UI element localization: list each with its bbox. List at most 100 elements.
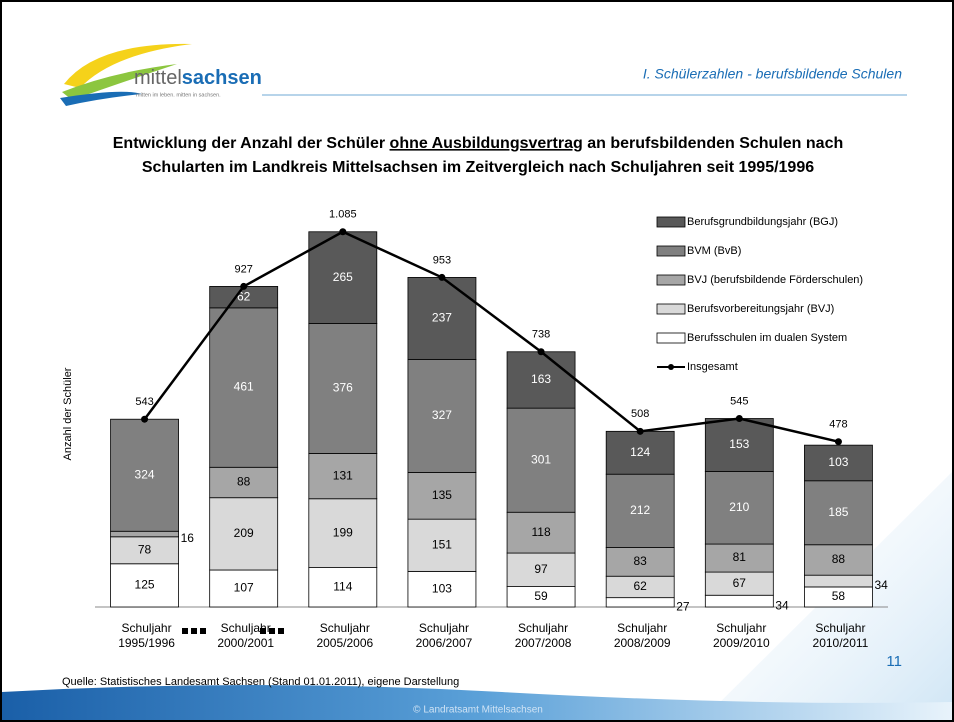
x-tick-label: Schuljahr 1995/1996 bbox=[118, 621, 175, 650]
bar-segment bbox=[605, 473, 675, 548]
total-label: 508 bbox=[631, 408, 649, 420]
value-label: 67 bbox=[733, 576, 747, 590]
legend-swatch bbox=[656, 332, 686, 344]
value-label: 461 bbox=[234, 380, 254, 394]
y-axis-label: Anzahl der Schüler bbox=[62, 367, 74, 460]
value-label: 124 bbox=[630, 445, 650, 459]
bar-segment bbox=[209, 307, 279, 468]
total-label: 1.085 bbox=[329, 209, 357, 221]
footer-band bbox=[2, 685, 952, 720]
total-point bbox=[834, 438, 842, 446]
legend-label: BVJ (berufsbildende Förderschulen) bbox=[687, 274, 863, 286]
value-label: 163 bbox=[531, 372, 551, 386]
value-label: 114 bbox=[333, 579, 352, 593]
bar-segment bbox=[704, 471, 774, 545]
value-label: 376 bbox=[333, 381, 353, 395]
value-label: 16 bbox=[181, 531, 195, 545]
legend-swatch bbox=[656, 303, 686, 315]
legend-label: Insgesamt bbox=[687, 361, 738, 373]
total-label: 478 bbox=[829, 419, 847, 431]
value-label: 88 bbox=[237, 475, 251, 489]
legend-label: Berufsvorbereitungsjahr (BVJ) bbox=[687, 303, 834, 315]
total-point bbox=[240, 282, 248, 290]
legend-marker bbox=[668, 364, 674, 370]
x-tick-label: Schuljahr 2008/2009 bbox=[613, 621, 671, 650]
legend-label: BVM (BvB) bbox=[687, 245, 741, 257]
bar-segment bbox=[605, 547, 675, 577]
value-label: 212 bbox=[630, 503, 650, 517]
title-part: an berufsbildenden Schulen nach bbox=[583, 135, 843, 152]
value-label: 131 bbox=[333, 468, 353, 482]
value-label: 324 bbox=[135, 467, 155, 481]
bar-segment bbox=[804, 480, 873, 546]
value-label: 327 bbox=[432, 408, 452, 422]
total-label: 953 bbox=[433, 254, 451, 266]
section-title: I. Schülerzahlen - berufsbildende Schule… bbox=[643, 66, 902, 82]
bar-segment bbox=[605, 597, 675, 608]
value-label: 153 bbox=[729, 437, 749, 451]
page-number: 11 bbox=[886, 653, 902, 670]
legend-swatch bbox=[656, 216, 686, 228]
value-label: 27 bbox=[676, 600, 690, 614]
value-label: 103 bbox=[432, 581, 452, 595]
x-tick-label: Schuljahr 2000/2001 bbox=[217, 621, 275, 650]
title-part: ohne Ausbildungsvertrag bbox=[390, 135, 583, 152]
legend-swatch bbox=[656, 245, 686, 257]
value-label: 135 bbox=[432, 488, 452, 502]
value-label: 103 bbox=[828, 455, 848, 469]
legend-label: Berufsgrundbildungsjahr (BGJ) bbox=[687, 216, 838, 228]
value-label: 151 bbox=[432, 537, 452, 551]
total-point bbox=[636, 427, 644, 435]
value-label: 81 bbox=[733, 550, 747, 564]
value-label: 107 bbox=[234, 581, 254, 595]
total-point bbox=[735, 415, 743, 423]
value-label: 265 bbox=[333, 270, 353, 284]
logo-part: sachsen bbox=[182, 67, 262, 89]
x-tick-label: Schuljahr 2007/2008 bbox=[514, 621, 572, 650]
value-label: 209 bbox=[234, 526, 254, 540]
value-label: 199 bbox=[333, 525, 353, 539]
bar-segment bbox=[407, 277, 477, 360]
bar-segment bbox=[308, 453, 378, 500]
value-label: 118 bbox=[531, 525, 550, 539]
value-label: 237 bbox=[432, 311, 452, 325]
value-label: 58 bbox=[832, 589, 846, 603]
bar-segment bbox=[407, 518, 477, 572]
bar-segment bbox=[308, 323, 378, 454]
bar-segment bbox=[804, 444, 873, 482]
legend-swatch bbox=[656, 274, 686, 286]
x-tick-label: Schuljahr 2010/2011 bbox=[812, 621, 869, 650]
x-tick-label: Schuljahr 2009/2010 bbox=[712, 621, 770, 650]
total-point bbox=[339, 228, 347, 236]
bar-segment bbox=[506, 552, 576, 587]
chart-title: Entwicklung der Anzahl der Schüler ohne … bbox=[113, 135, 843, 152]
value-label: 83 bbox=[634, 554, 648, 568]
bar-segment bbox=[308, 231, 378, 324]
total-point bbox=[141, 415, 149, 423]
total-label: 543 bbox=[135, 396, 153, 408]
x-tick-label: Schuljahr 2005/2006 bbox=[316, 621, 374, 650]
total-line bbox=[143, 230, 839, 443]
value-label: 210 bbox=[729, 500, 749, 514]
title-part: Entwicklung der Anzahl der Schüler bbox=[113, 135, 390, 152]
chart-title: Schularten im Landkreis Mittelsachsen im… bbox=[142, 159, 814, 176]
bar-segment bbox=[804, 544, 873, 576]
value-label: 97 bbox=[534, 562, 548, 576]
logo-part: mittel bbox=[134, 67, 182, 89]
value-label: 62 bbox=[634, 579, 648, 593]
bar-segment bbox=[209, 569, 279, 608]
bar-segment bbox=[308, 498, 378, 568]
bar-segment bbox=[704, 418, 774, 472]
x-tick-label: Schuljahr 2006/2007 bbox=[415, 621, 473, 650]
bar-segment bbox=[308, 567, 378, 608]
total-point bbox=[537, 348, 545, 356]
bar-segment bbox=[110, 536, 179, 565]
logo-tagline: mitten im leben. mitten in sachsen. bbox=[136, 92, 221, 98]
value-label: 125 bbox=[135, 578, 155, 592]
bar-segment bbox=[407, 472, 477, 520]
bar-segment bbox=[506, 351, 576, 409]
value-label: 301 bbox=[531, 452, 551, 466]
legend-label: Berufsschulen im dualen System bbox=[687, 332, 847, 344]
